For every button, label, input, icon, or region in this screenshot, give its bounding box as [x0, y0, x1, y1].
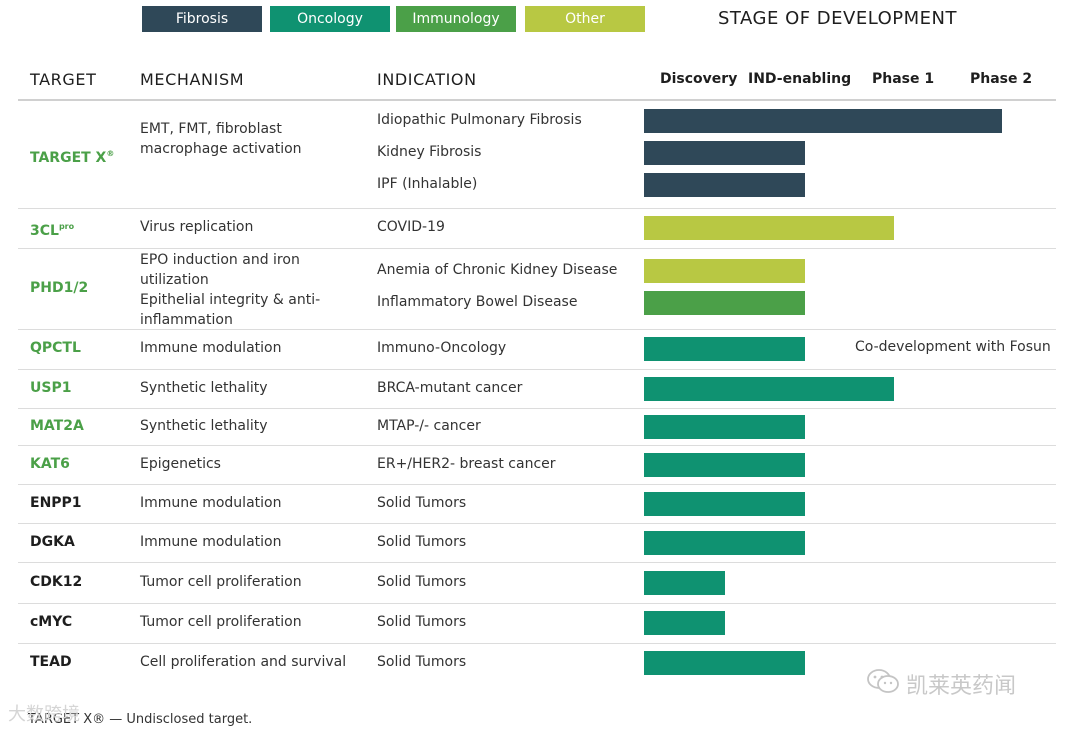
target-label: ENPP1	[30, 494, 82, 512]
target-name: DGKA	[30, 533, 75, 550]
indication-text: COVID-19	[377, 219, 445, 235]
stage-bar	[644, 414, 805, 439]
mechanism-text: EMT, FMT, fibroblast macrophage activati…	[140, 121, 302, 157]
indication-text: Solid Tumors	[377, 614, 467, 630]
target-label: TARGET X®	[30, 145, 114, 167]
target-name: USP1	[30, 379, 72, 396]
target-superscript: pro	[58, 222, 75, 231]
row-divider	[18, 445, 1056, 446]
indication-text: IPF (Inhalable)	[377, 176, 478, 192]
stage-bar	[644, 141, 805, 165]
target-name: ENPP1	[30, 494, 82, 511]
stage-bar	[644, 611, 725, 635]
mechanism-text: Immune modulation	[140, 494, 282, 511]
target-header: TARGET	[30, 70, 97, 89]
indication-text: Immuno-Oncology	[377, 340, 507, 356]
target-label: USP1	[30, 379, 71, 397]
target-label: TEAD	[30, 653, 72, 671]
target-name: TEAD	[30, 654, 72, 670]
indication-text: ER+/HER2- breast cancer	[377, 455, 556, 472]
indication-text: Inflammatory Bowel Disease	[377, 294, 578, 310]
target-name: CDK12	[30, 573, 83, 590]
mechanism-text: EPO induction and iron utilization Epith…	[140, 252, 321, 328]
stage-bar	[644, 452, 805, 477]
row-divider	[18, 484, 1056, 485]
mechanism-header: MECHANISM	[140, 70, 245, 89]
stage-header-phase-1: Phase 1	[872, 71, 935, 87]
target-name: TARGET X	[30, 149, 107, 166]
row-divider	[18, 208, 1056, 209]
mechanism-text: Immune modulation	[140, 533, 282, 550]
mechanism-text: Immune modulation	[140, 340, 282, 356]
legend-other: Other	[525, 6, 645, 32]
target-label: KAT6	[30, 455, 70, 473]
stage-bar	[644, 337, 805, 361]
indication-text: BRCA-mutant cancer	[377, 379, 523, 396]
target-label: cMYC	[30, 613, 72, 631]
stage-bar	[644, 530, 805, 555]
stage-header-ind-enabling: IND-enabling	[748, 71, 852, 87]
wechat-icon	[867, 669, 899, 693]
indication-text: Solid Tumors	[377, 654, 467, 670]
stage-header-phase-2: Phase 2	[970, 71, 1033, 87]
target-name: PHD1/2	[30, 279, 89, 296]
stage-title: STAGE OF DEVELOPMENT	[718, 8, 957, 29]
indication-text: Solid Tumors	[377, 533, 467, 550]
mechanism-text: Cell proliferation and survival	[140, 654, 347, 670]
target-label: PHD1/2	[30, 279, 88, 297]
legend-immunology: Immunology	[396, 6, 516, 32]
indication-text: Anemia of Chronic Kidney Disease	[377, 262, 618, 278]
stage-bar	[644, 651, 805, 675]
row-divider	[18, 523, 1056, 524]
watermark-left: 大数跨境	[8, 700, 80, 726]
stage-bar	[644, 376, 894, 401]
stage-bar	[644, 259, 805, 283]
target-label: CDK12	[30, 573, 82, 591]
target-name: KAT6	[30, 455, 70, 472]
row-divider	[18, 408, 1056, 409]
target-label: MAT2A	[30, 417, 84, 435]
target-name: cMYC	[30, 614, 73, 630]
indication-text: Idiopathic Pulmonary Fibrosis	[377, 112, 582, 128]
indication-text: Solid Tumors	[377, 573, 467, 590]
stage-bar	[644, 173, 805, 197]
row-divider	[18, 643, 1056, 644]
header-divider	[18, 99, 1056, 101]
mechanism-text: Epigenetics	[140, 455, 221, 472]
stage-bar	[644, 216, 894, 240]
row-divider	[18, 562, 1056, 563]
row-divider	[18, 603, 1056, 604]
stage-bar	[644, 291, 805, 315]
mechanism-text: Virus replication	[140, 219, 254, 235]
mechanism-text: Synthetic lethality	[140, 379, 268, 396]
legend-oncology: Oncology	[270, 6, 390, 32]
row-divider	[18, 248, 1056, 249]
target-name: QPCTL	[30, 340, 81, 356]
target-superscript: ®	[106, 148, 115, 158]
watermark-right-text: 凯莱英药闻	[906, 674, 1017, 699]
target-name: MAT2A	[30, 417, 84, 434]
indication-text: Solid Tumors	[377, 494, 467, 511]
stage-bar	[644, 109, 1002, 133]
row-divider	[18, 369, 1056, 370]
bar-note: Co-development with Fosun	[855, 339, 1051, 355]
legend-fibrosis: Fibrosis	[142, 6, 262, 32]
stage-bar	[644, 570, 725, 595]
indication-header: INDICATION	[377, 70, 477, 89]
indication-text: Kidney Fibrosis	[377, 144, 482, 160]
watermark-left-text: 大数跨境	[8, 704, 80, 725]
watermark-right: 凯莱英药闻	[906, 668, 1016, 700]
target-label: DGKA	[30, 533, 75, 551]
mechanism-text: Synthetic lethality	[140, 417, 268, 434]
row-divider	[18, 329, 1056, 330]
stage-bar	[644, 491, 805, 516]
mechanism-text: Tumor cell proliferation	[140, 573, 302, 590]
stage-header-discovery: Discovery	[660, 71, 738, 87]
target-name: 3CL	[30, 223, 59, 239]
target-label: 3CLpro	[30, 218, 74, 240]
indication-text: MTAP-/- cancer	[377, 417, 481, 434]
target-label: QPCTL	[30, 339, 81, 357]
footnote: TARGET X® — Undisclosed target.	[28, 712, 253, 727]
mechanism-text: Tumor cell proliferation	[140, 614, 302, 630]
